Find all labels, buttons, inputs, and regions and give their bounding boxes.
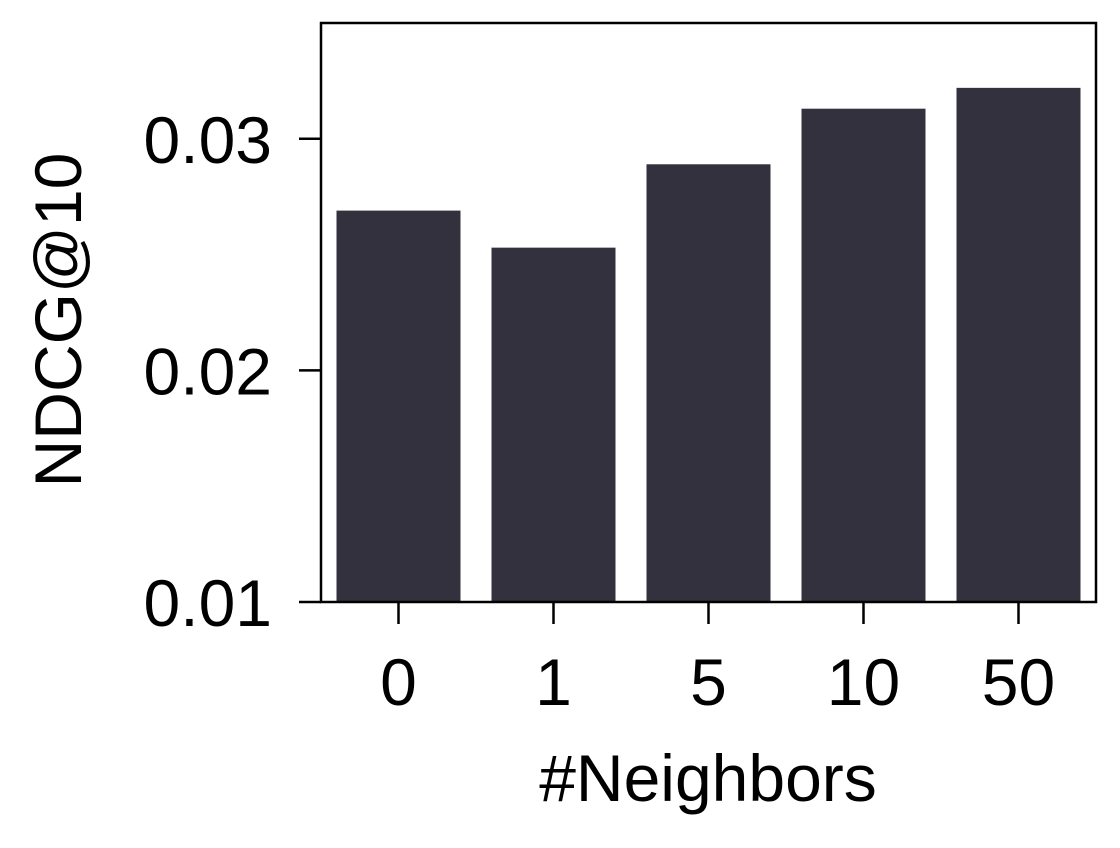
- bar-1: [491, 247, 616, 602]
- bars-group: [336, 87, 1081, 603]
- bar-5: [646, 164, 771, 602]
- x-axis: 0 1 5 10 50: [380, 602, 1055, 719]
- x-tick-label-1: 1: [535, 645, 572, 719]
- bar-10: [801, 108, 926, 602]
- x-tick-label-0: 0: [380, 645, 417, 719]
- y-tick-label-0.01: 0.01: [144, 566, 272, 640]
- x-tick-label-5: 5: [690, 645, 727, 719]
- x-tick-label-10: 10: [827, 645, 900, 719]
- y-axis-label: NDCG@10: [21, 153, 95, 488]
- y-axis: 0.01 0.02 0.03: [144, 103, 321, 640]
- x-axis-label: #Neighbors: [539, 741, 877, 815]
- bar-0: [336, 210, 461, 602]
- y-tick-label-0.02: 0.02: [144, 334, 272, 408]
- bar-50: [956, 87, 1081, 603]
- x-tick-label-50: 50: [982, 645, 1055, 719]
- y-tick-label-0.03: 0.03: [144, 103, 272, 177]
